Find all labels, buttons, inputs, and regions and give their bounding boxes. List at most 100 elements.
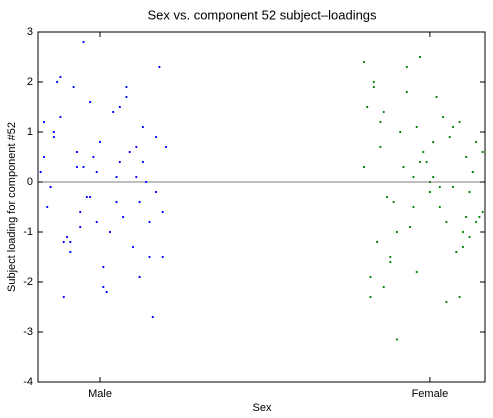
y-tick-label: 3: [27, 26, 33, 38]
point: [118, 105, 121, 109]
point: [428, 190, 432, 194]
point: [141, 125, 145, 129]
x-tick-label: Male: [88, 388, 112, 400]
point: [468, 190, 471, 194]
point: [362, 60, 366, 64]
point: [362, 165, 366, 169]
point: [108, 230, 112, 234]
point: [471, 170, 474, 174]
x-axis-label: Sex: [253, 402, 272, 414]
y-tick-label: 1: [27, 126, 33, 138]
point: [402, 165, 405, 169]
y-tick-label: -3: [23, 326, 33, 338]
point: [455, 250, 458, 254]
point: [415, 125, 418, 129]
point: [59, 75, 62, 79]
point: [418, 160, 422, 164]
point: [128, 150, 131, 154]
point: [148, 255, 151, 259]
point: [428, 180, 432, 184]
point: [405, 90, 408, 94]
point: [69, 250, 72, 254]
point: [465, 155, 468, 159]
point: [458, 295, 461, 299]
point: [125, 85, 128, 89]
point: [151, 315, 154, 319]
point: [448, 135, 451, 139]
point: [141, 160, 145, 164]
point: [442, 115, 445, 119]
point: [438, 205, 441, 209]
point: [102, 265, 105, 269]
point: [138, 200, 141, 204]
point: [418, 55, 422, 59]
point: [122, 215, 125, 219]
point: [164, 145, 168, 149]
point: [432, 175, 435, 179]
point: [49, 185, 52, 189]
point: [389, 260, 392, 264]
point: [69, 240, 72, 244]
y-tick-label: 2: [27, 76, 33, 88]
point: [75, 165, 79, 169]
point: [399, 130, 402, 134]
point: [369, 295, 372, 299]
point: [82, 40, 85, 44]
point: [112, 110, 115, 114]
point: [425, 160, 428, 164]
point: [131, 245, 135, 249]
point: [92, 155, 95, 159]
point: [412, 175, 415, 179]
point: [148, 220, 151, 224]
point: [42, 120, 46, 124]
point: [75, 150, 79, 154]
point: [465, 215, 468, 219]
point: [125, 95, 128, 99]
point: [478, 215, 481, 219]
point: [155, 190, 158, 194]
point: [115, 200, 118, 204]
point: [481, 210, 484, 214]
point: [52, 130, 55, 134]
point: [135, 145, 138, 149]
point: [395, 230, 399, 234]
point: [405, 65, 408, 69]
point: [389, 255, 392, 259]
point: [366, 105, 369, 109]
point: [445, 300, 448, 304]
point: [474, 140, 478, 144]
x-tick-label: Female: [412, 388, 449, 400]
point: [62, 295, 65, 299]
point: [98, 140, 102, 144]
point: [385, 195, 389, 199]
point: [95, 170, 98, 174]
point: [79, 225, 82, 229]
point: [65, 235, 69, 239]
point: [82, 165, 85, 169]
point: [161, 210, 164, 214]
point: [445, 220, 448, 224]
point: [412, 205, 415, 209]
point: [85, 195, 88, 199]
point: [95, 220, 98, 224]
point: [115, 175, 118, 179]
point: [379, 145, 382, 149]
point: [379, 120, 382, 124]
point: [415, 270, 418, 274]
point: [461, 230, 464, 234]
point: [72, 85, 75, 89]
y-axis-label: Subject loading for component #52: [6, 122, 18, 292]
point: [376, 240, 379, 244]
y-tick-label: -4: [23, 376, 33, 388]
y-tick-label: 0: [27, 176, 33, 188]
point: [89, 195, 92, 199]
point: [39, 170, 42, 174]
point: [382, 285, 385, 289]
chart-title: Sex vs. component 52 subject–loadings: [147, 7, 377, 22]
point: [59, 115, 62, 119]
point: [145, 180, 148, 184]
point: [105, 290, 108, 294]
point: [79, 210, 82, 214]
point: [468, 235, 471, 239]
